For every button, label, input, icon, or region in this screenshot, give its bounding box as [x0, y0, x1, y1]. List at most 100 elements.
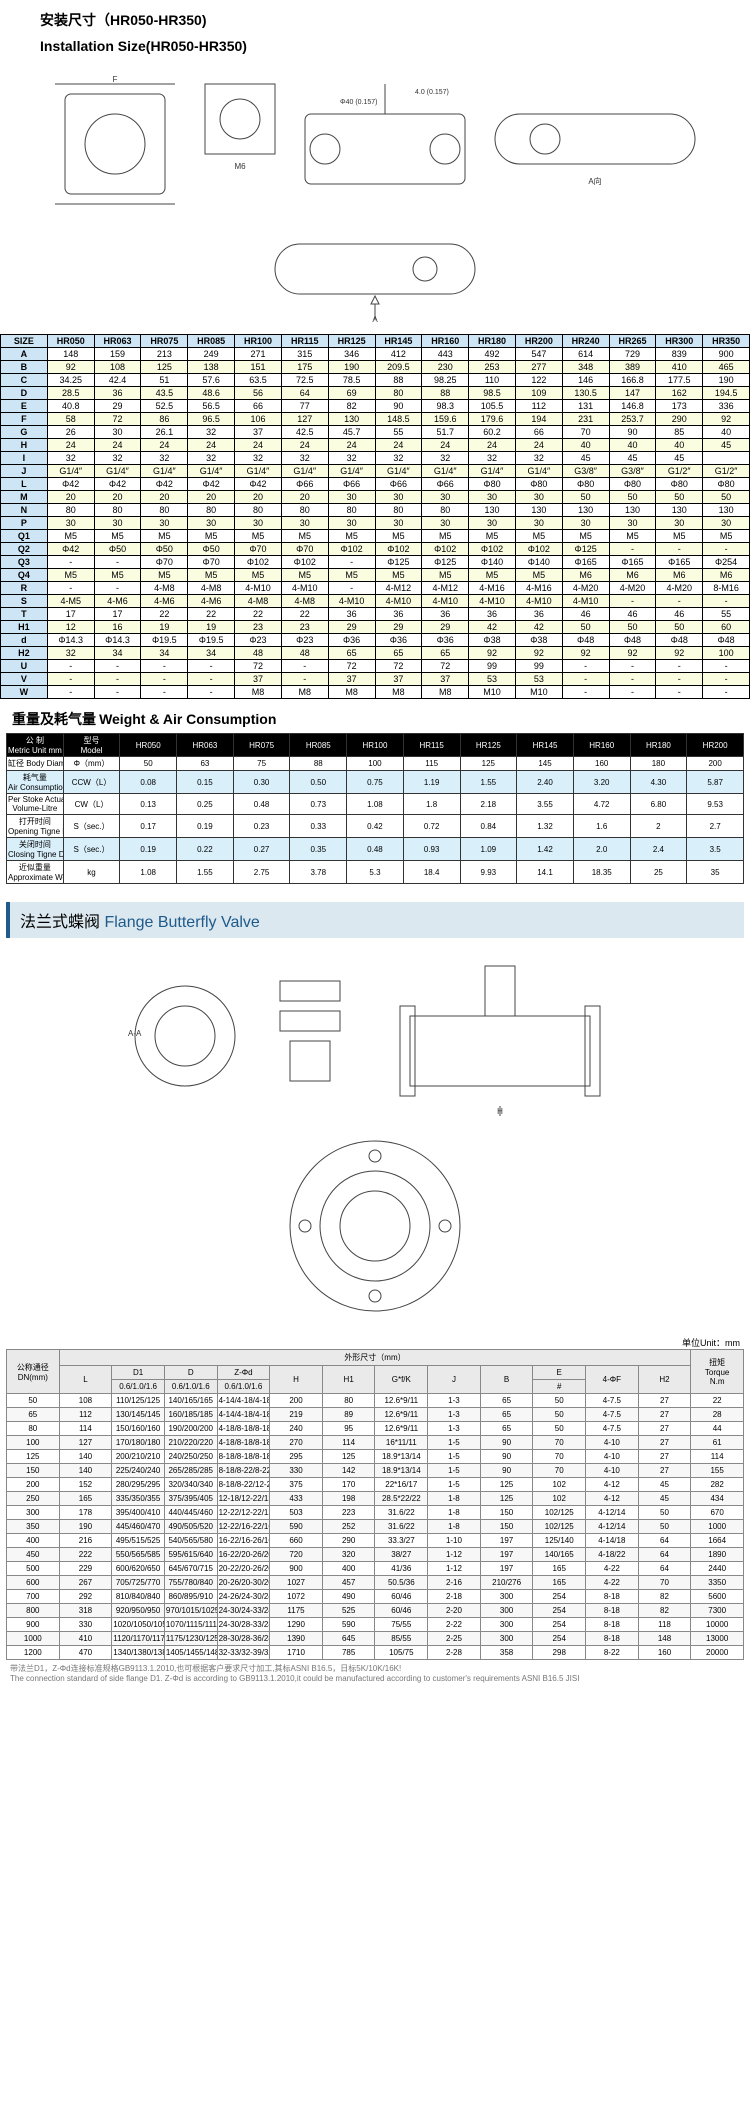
- size-cell: M5: [422, 530, 469, 543]
- weight-cell: 1.42: [517, 838, 574, 861]
- size-cell: M5: [469, 569, 516, 582]
- flange-col-header: J: [428, 1366, 481, 1394]
- size-cell: -: [328, 556, 375, 569]
- flange-cell: 1664: [691, 1534, 744, 1548]
- flange-cell: 1290: [270, 1618, 323, 1632]
- weight-model-header: HR100: [347, 734, 404, 757]
- size-row-label: A: [1, 348, 48, 361]
- size-row-label: C: [1, 374, 48, 387]
- size-cell: Φ14.3: [47, 634, 94, 647]
- flange-cell: 1-5: [428, 1436, 481, 1450]
- flange-cell: 525: [322, 1604, 375, 1618]
- flange-cell: 1-3: [428, 1394, 481, 1408]
- size-cell: Φ48: [656, 634, 703, 647]
- flange-cell: 660: [270, 1534, 323, 1548]
- size-cell: 130: [328, 413, 375, 426]
- flange-diagram-key: [260, 971, 360, 1101]
- flange-cell: 200: [270, 1394, 323, 1408]
- size-cell: 159.6: [422, 413, 469, 426]
- size-row-label: S: [1, 595, 48, 608]
- weight-cell: 9.53: [687, 794, 744, 815]
- flange-cell: 64: [638, 1548, 691, 1562]
- weight-cell: 0.75: [347, 771, 404, 794]
- flange-cell: 860/895/910: [164, 1590, 217, 1604]
- flange-dn-header: 公称通径DN(mm): [7, 1350, 60, 1394]
- weight-table: 公 制Metric Unit mm型号ModelHR050HR063HR075H…: [6, 733, 744, 884]
- flange-cell: 65: [480, 1394, 533, 1408]
- flange-cell: 65: [480, 1422, 533, 1436]
- size-cell: 80: [141, 504, 188, 517]
- size-cell: Φ102: [281, 556, 328, 569]
- svg-text:4.0 (0.157): 4.0 (0.157): [415, 89, 449, 96]
- flange-cell: 90: [480, 1464, 533, 1478]
- weight-model-header: HR075: [233, 734, 290, 757]
- size-cell: 492: [469, 348, 516, 361]
- size-cell: 290: [656, 413, 703, 426]
- flange-dn-cell: 800: [7, 1604, 60, 1618]
- flange-cell: 503: [270, 1506, 323, 1520]
- flange-col-header: B: [480, 1366, 533, 1394]
- flange-cell: 18.9*13/14: [375, 1450, 428, 1464]
- flange-dn-cell: 150: [7, 1464, 60, 1478]
- size-cell: 29: [422, 621, 469, 634]
- flange-cell: 22*16/17: [375, 1478, 428, 1492]
- flange-cell: 45: [638, 1478, 691, 1492]
- flange-cell: 2-18: [428, 1590, 481, 1604]
- size-cell: Φ165: [656, 556, 703, 569]
- size-cell: Φ125: [422, 556, 469, 569]
- size-cell: 4-M16: [515, 582, 562, 595]
- flange-sub-header: 0.6/1.0/1.6: [112, 1380, 165, 1394]
- flange-cell: 1175: [270, 1604, 323, 1618]
- flange-cell: 24-30/24-33/24-39: [217, 1604, 270, 1618]
- size-cell: -: [656, 686, 703, 699]
- flange-cell: 8-18: [586, 1632, 639, 1646]
- size-header: HR100: [235, 335, 282, 348]
- size-cell: 42: [469, 621, 516, 634]
- size-cell: 72: [422, 660, 469, 673]
- size-cell: 36: [469, 608, 516, 621]
- size-cell: Φ102: [375, 543, 422, 556]
- weight-cell: 0.25: [177, 794, 234, 815]
- size-cell: 32: [375, 452, 422, 465]
- size-cell: 36: [422, 608, 469, 621]
- size-cell: 130: [703, 504, 750, 517]
- flange-cell: 12.6*9/11: [375, 1422, 428, 1436]
- size-cell: 194.5: [703, 387, 750, 400]
- size-cell: -: [47, 582, 94, 595]
- size-cell: 151: [235, 361, 282, 374]
- size-cell: 32: [94, 452, 141, 465]
- weight-cell: 5.87: [687, 771, 744, 794]
- flange-cell: 130/145/145: [112, 1408, 165, 1422]
- flange-cell: 292: [59, 1590, 112, 1604]
- size-cell: 112: [515, 400, 562, 413]
- size-cell: Φ42: [188, 478, 235, 491]
- size-cell: 60: [703, 621, 750, 634]
- size-cell: 230: [422, 361, 469, 374]
- size-cell: M5: [328, 530, 375, 543]
- flange-cell: 61: [691, 1436, 744, 1450]
- flange-cell: 165: [533, 1562, 586, 1576]
- size-cell: G1/2″: [703, 465, 750, 478]
- unit-note: 单位Unit：mm: [0, 1336, 750, 1349]
- size-cell: 92: [515, 647, 562, 660]
- size-cell: 45.7: [328, 426, 375, 439]
- size-cell: M5: [422, 569, 469, 582]
- flange-cell: 160/185/185: [164, 1408, 217, 1422]
- flange-cell: 150/160/160: [112, 1422, 165, 1436]
- size-header: HR145: [375, 335, 422, 348]
- flange-cell: 1120/1170/1170: [112, 1632, 165, 1646]
- size-cell: Φ70: [235, 543, 282, 556]
- size-cell: 37: [375, 673, 422, 686]
- flange-cell: 550/565/585: [112, 1548, 165, 1562]
- size-header: HR075: [141, 335, 188, 348]
- size-cell: -: [656, 660, 703, 673]
- size-cell: 92: [609, 647, 656, 660]
- installation-diagrams: F M6 4.0 (0.157)Φ40 (0.157) A向 A: [0, 64, 750, 334]
- size-cell: 22: [188, 608, 235, 621]
- weight-cell: 3.5: [687, 838, 744, 861]
- size-row-label: d: [1, 634, 48, 647]
- flange-cell: 457: [322, 1576, 375, 1590]
- weight-row-unit: Φ（mm）: [63, 757, 120, 771]
- flange-cell: 70: [533, 1450, 586, 1464]
- size-header: HR300: [656, 335, 703, 348]
